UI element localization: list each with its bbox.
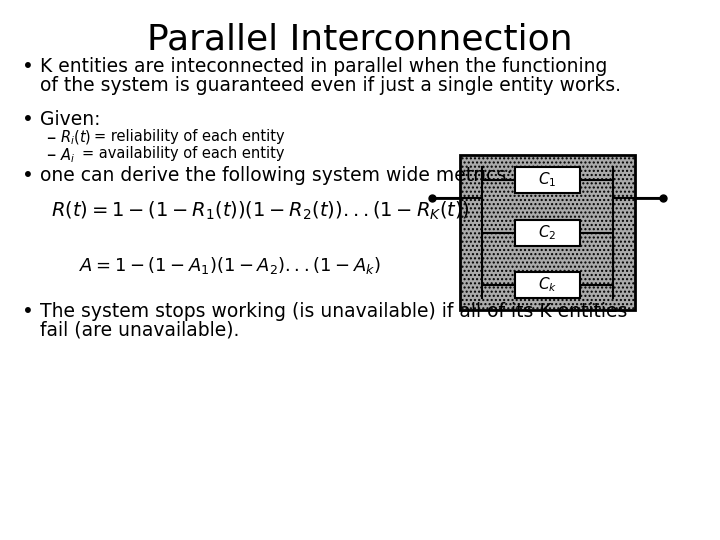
Text: of the system is guaranteed even if just a single entity works.: of the system is guaranteed even if just… [40,76,621,95]
Text: •: • [22,302,34,321]
Bar [515,167,580,193]
Text: Given:: Given: [40,110,101,129]
Text: one can derive the following system wide metrics:: one can derive the following system wide… [40,166,513,185]
Text: •: • [22,166,34,185]
Text: $C_2$: $C_2$ [539,223,557,242]
Text: $R_i(t)$: $R_i(t)$ [60,129,91,147]
Text: $C_k$: $C_k$ [538,275,557,294]
Text: •: • [22,110,34,129]
Text: = reliability of each entity: = reliability of each entity [94,129,284,144]
Bar [515,272,580,298]
Text: $A = 1-(1-A_1)(1-A_2)...(1-A_k)$: $A = 1-(1-A_1)(1-A_2)...(1-A_k)$ [79,255,381,276]
Text: •: • [22,57,34,76]
Text: $R(t) = 1-(1-R_1(t))(1-R_2(t))...(1-R_K(t))$: $R(t) = 1-(1-R_1(t))(1-R_2(t))...(1-R_K(… [50,200,469,222]
Text: $A_i$: $A_i$ [60,146,76,165]
Text: –: – [46,146,55,165]
Text: The system stops working (is unavailable) if all of its K entities: The system stops working (is unavailable… [40,302,627,321]
Text: –: – [46,129,55,148]
Text: fail (are unavailable).: fail (are unavailable). [40,321,239,340]
Bar [515,219,580,246]
Text: = availability of each entity: = availability of each entity [82,146,284,161]
Text: $C_1$: $C_1$ [539,171,557,190]
Bar [460,155,635,310]
Text: K entities are inteconnected in parallel when the functioning: K entities are inteconnected in parallel… [40,57,608,76]
Text: Parallel Interconnection: Parallel Interconnection [147,22,573,56]
